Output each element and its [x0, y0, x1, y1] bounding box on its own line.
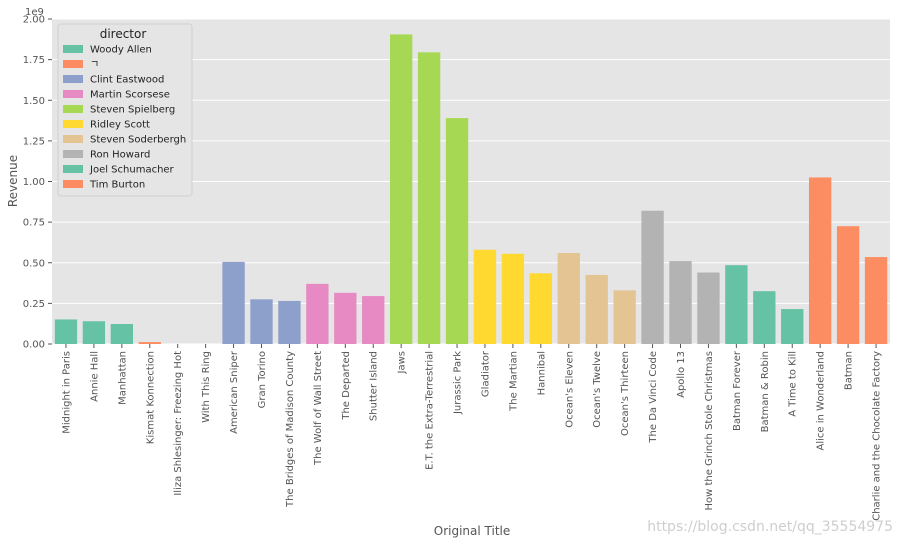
x-tick-label: Ocean's Eleven	[564, 351, 575, 428]
x-tick-label: The Wolf of Wall Street	[313, 351, 324, 466]
x-tick-label: Hannibal	[536, 351, 547, 395]
y-tick-label: 0.00	[23, 340, 45, 351]
bar	[585, 274, 608, 344]
bar	[362, 296, 385, 344]
bar	[501, 253, 525, 344]
x-tick-label: The Bridges of Madison County	[285, 351, 296, 508]
y-tick-label: 0.75	[23, 218, 45, 229]
bar	[306, 283, 329, 344]
bar	[110, 324, 134, 344]
bar	[334, 292, 357, 344]
legend-swatch	[63, 135, 83, 143]
x-tick-label: Apollo 13	[676, 351, 687, 398]
bar	[529, 273, 553, 344]
x-axis-label: Original Title	[434, 524, 511, 538]
bar	[613, 290, 636, 344]
legend-label: Steven Spielberg	[90, 105, 175, 116]
legend: director Woody Allen ㄱ Clint Eastwood Martin…	[57, 23, 193, 197]
legend-swatch	[63, 120, 83, 128]
legend-label: Steven Soderbergh	[90, 135, 186, 146]
legend-swatch	[63, 165, 83, 173]
x-tick-label: Batman	[844, 351, 855, 390]
x-axis-ticks: Midnight in Paris Annie Hall Manhattan Kism…	[61, 344, 883, 521]
y-tick-label: 1.75	[23, 55, 45, 66]
y-tick-label: 0.25	[23, 299, 45, 310]
legend-swatch	[63, 45, 83, 53]
bars	[54, 34, 888, 344]
watermark: https://blog.csdn.net/qq_35554975	[647, 519, 893, 535]
y-axis-exponent-label: 1e9	[25, 7, 44, 18]
x-tick-label: Gran Torino	[257, 351, 268, 408]
legend-title: director	[100, 27, 147, 41]
bar	[557, 253, 580, 344]
x-tick-label: Jurassic Park	[453, 351, 464, 415]
legend-label: ㄱ	[90, 60, 99, 71]
legend-swatch	[63, 60, 83, 68]
x-tick-label: A Time to Kill	[788, 351, 799, 417]
legend-box	[57, 23, 193, 197]
bar	[250, 299, 273, 344]
x-tick-label: Batman & Robin	[760, 351, 771, 432]
bar	[753, 291, 776, 344]
bar	[222, 261, 245, 344]
bar	[836, 226, 860, 344]
bar	[864, 257, 888, 344]
bar	[725, 265, 748, 344]
y-tick-label: 0.50	[23, 258, 45, 269]
legend-label: Clint Eastwood	[90, 75, 164, 86]
x-tick-label: Iliza Shlesinger: Freezing Hot	[173, 351, 184, 496]
bar	[473, 249, 497, 344]
x-tick-label: Midnight in Paris	[61, 351, 72, 434]
x-tick-label: The Da Vinci Code	[648, 351, 659, 444]
x-tick-label: How the Grinch Stole Christmas	[704, 351, 715, 511]
x-tick-label: Ocean's Twelve	[592, 351, 603, 428]
x-tick-label: Gladiator	[480, 350, 491, 397]
legend-swatch	[63, 150, 83, 158]
bar	[697, 272, 720, 344]
bar	[781, 309, 804, 344]
legend-label: Tim Burton	[89, 180, 145, 191]
x-tick-label: Kismat Konnection	[145, 351, 156, 444]
x-tick-label: With This Ring	[201, 351, 212, 423]
x-tick-label: American Sniper	[229, 350, 240, 434]
x-tick-label: Batman Forever	[732, 350, 743, 431]
y-tick-label: 2.00	[23, 15, 45, 26]
bar	[641, 210, 664, 344]
legend-swatch	[63, 90, 83, 98]
legend-swatch	[63, 105, 83, 113]
y-tick-label: 1.00	[23, 177, 45, 188]
legend-label: Martin Scorsese	[90, 90, 170, 101]
y-axis-ticks: 0.00 0.25 0.50 0.75 1.00 1.25 1.50 1.75 2.00	[23, 15, 52, 351]
legend-label: Ridley Scott	[90, 120, 150, 131]
x-tick-label: The Martian	[508, 351, 519, 412]
y-tick-label: 1.50	[23, 96, 45, 107]
legend-label: Woody Allen	[90, 45, 152, 56]
bar	[138, 342, 161, 344]
legend-swatch	[63, 75, 83, 83]
bar	[389, 34, 413, 344]
x-tick-label: Annie Hall	[89, 351, 100, 402]
x-tick-label: The Departed	[341, 351, 352, 421]
bar	[669, 261, 692, 344]
x-tick-label: Manhattan	[117, 351, 128, 405]
bar	[808, 177, 832, 344]
bar	[82, 321, 106, 344]
bar	[417, 52, 441, 344]
bar	[54, 319, 78, 344]
legend-swatch	[63, 180, 83, 188]
y-axis-label: Revenue	[6, 155, 20, 207]
bar	[445, 118, 469, 344]
bar	[278, 300, 301, 344]
x-tick-label: Shutter Island	[369, 351, 380, 421]
x-tick-label: Alice in Wonderland	[816, 351, 827, 450]
legend-label: Joel Schumacher	[89, 165, 175, 176]
x-tick-label: Ocean's Thirteen	[620, 351, 631, 436]
legend-label: Ron Howard	[90, 150, 150, 161]
x-tick-label: Charlie and the Chocolate Factory	[872, 351, 883, 521]
y-tick-label: 1.25	[23, 136, 45, 147]
x-tick-label: E.T. the Extra-Terrestrial	[425, 351, 436, 470]
x-tick-label: Jaws	[397, 351, 408, 374]
